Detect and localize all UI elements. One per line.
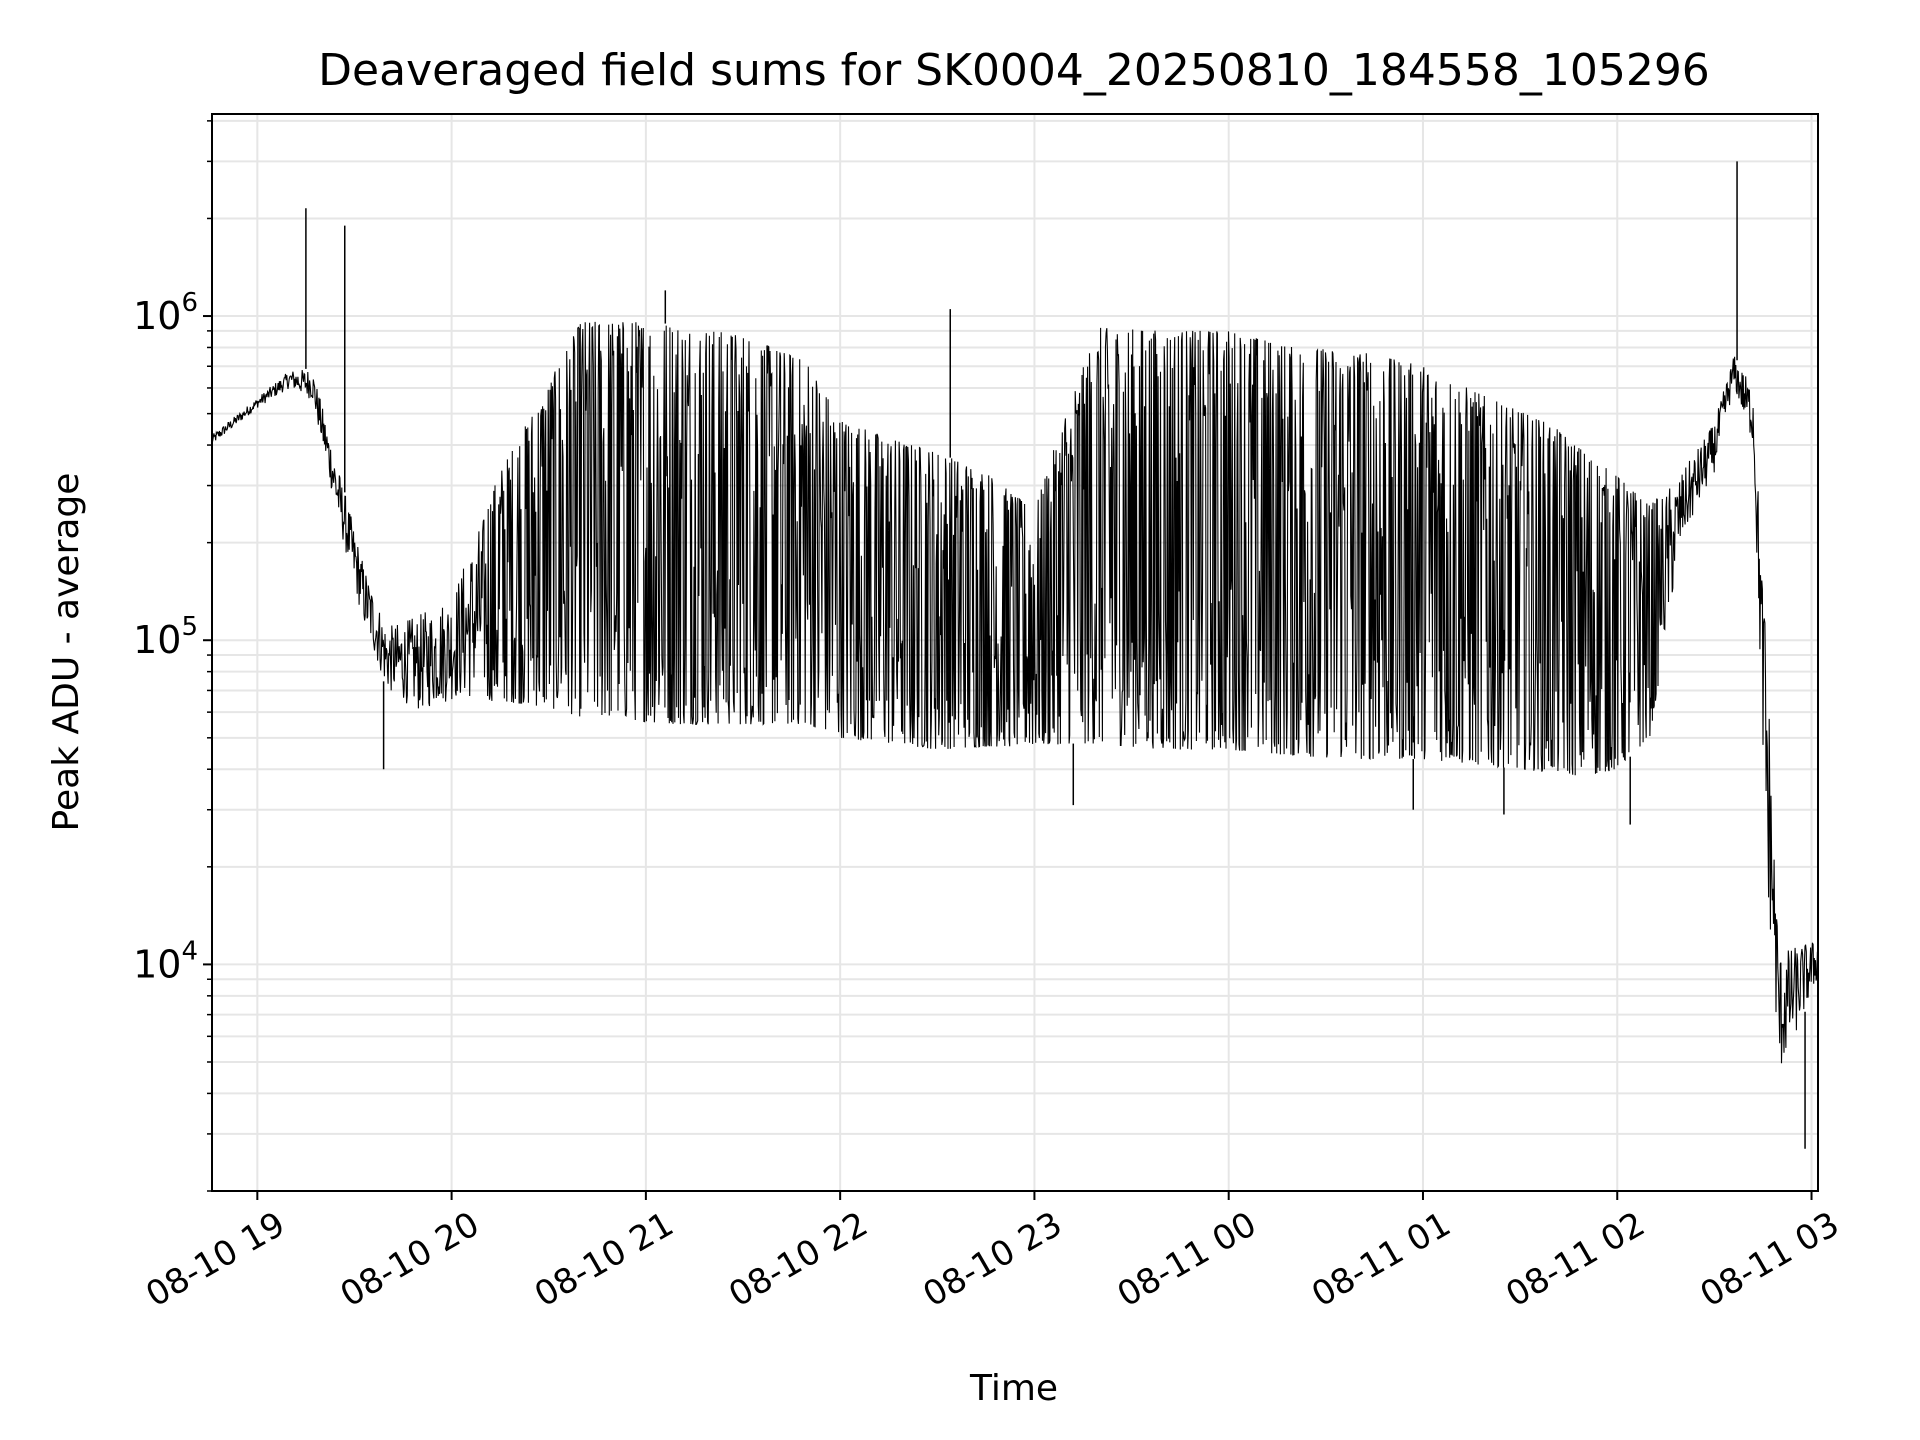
data-series — [211, 161, 1819, 1149]
series-line — [211, 321, 1819, 1064]
x-axis-label: Time — [969, 1368, 1058, 1409]
y-axis-label: Peak ADU - average — [46, 473, 87, 832]
grid — [212, 114, 1818, 1192]
y-tick-label: 104 — [133, 936, 198, 986]
plot-frame — [211, 113, 1819, 1192]
y-tick-label: 105 — [133, 612, 198, 662]
chart-title: Deaveraged field sums for SK0004_2025081… — [318, 45, 1710, 96]
y-tick-label: 106 — [133, 288, 198, 338]
